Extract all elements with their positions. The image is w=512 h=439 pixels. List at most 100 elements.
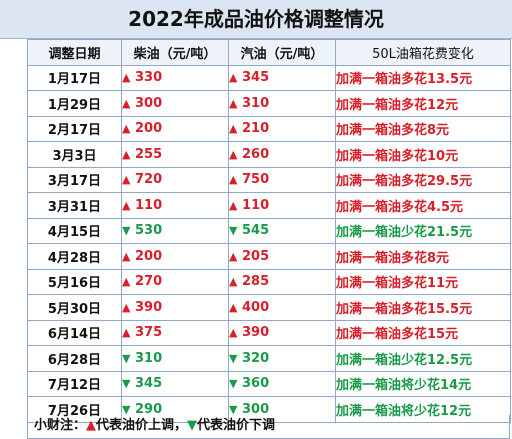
diesel-value: 290 (135, 401, 163, 417)
gasoline-value: 750 (242, 172, 270, 188)
header-row: 调整日期 柴油（元/吨） 汽油（元/吨） 50L油箱花费变化 (27, 39, 511, 66)
gasoline-change-cell: ▲ 390 (228, 319, 336, 346)
gasoline-change-cell: ▼ 360 (228, 370, 336, 397)
up-arrow-icon: ▲ (122, 326, 131, 340)
date-cell: 3月17日 (27, 166, 122, 193)
sheet-title: 2022年成品油价格调整情况 (0, 0, 512, 39)
cost-change-cell: 加满一箱油少花21.5元 (335, 217, 511, 244)
cost-change-cell: 加满一箱油多花15.5元 (335, 294, 511, 321)
up-arrow-icon: ▲ (229, 198, 238, 212)
gasoline-change-cell: ▼ 320 (228, 345, 336, 372)
header-diesel: 柴油（元/吨） (121, 39, 229, 66)
cost-change-cell: 加满一箱油多花29.5元 (335, 166, 511, 193)
table-row: 5月30日 ▲ 390 ▲ 400 加满一箱油多花15.5元 (27, 294, 511, 321)
diesel-change-cell: ▼ 530 (121, 217, 229, 244)
diesel-value: 720 (135, 172, 163, 188)
diesel-change-cell: ▲ 330 (121, 64, 229, 91)
up-arrow-icon: ▲ (229, 71, 238, 85)
diesel-value: 300 (135, 95, 163, 111)
diesel-value: 345 (135, 376, 163, 392)
header-gasoline: 汽油（元/吨） (228, 39, 336, 66)
header-cost: 50L油箱花费变化 (335, 39, 511, 66)
up-arrow-icon: ▲ (229, 326, 238, 340)
gasoline-change-cell: ▲ 750 (228, 166, 336, 193)
diesel-change-cell: ▲ 110 (121, 192, 229, 219)
up-arrow-icon: ▲ (122, 300, 131, 314)
gasoline-change-cell: ▼ 300 (228, 396, 336, 423)
gasoline-change-cell: ▲ 210 (228, 115, 336, 142)
date-cell: 6月28日 (27, 345, 122, 372)
diesel-change-cell: ▼ 290 (121, 396, 229, 423)
table-row: 2月17日 ▲ 200 ▲ 210 加满一箱油多花8元 (27, 115, 511, 142)
cost-change-cell: 加满一箱油多花8元 (335, 243, 511, 270)
diesel-value: 530 (135, 223, 163, 239)
up-arrow-icon: ▲ (122, 71, 131, 85)
footnote-up-text: 代表油价上调， (96, 418, 188, 433)
gasoline-value: 205 (242, 248, 270, 264)
down-arrow-icon: ▼ (229, 351, 238, 365)
cost-change-cell: 加满一箱油少花12.5元 (335, 345, 511, 372)
up-arrow-icon: ▲ (122, 275, 131, 289)
footnote-down-text: 代表油价下调 (197, 418, 276, 433)
table-row: 7月12日 ▼ 345 ▼ 360 加满一箱油将少花14元 (27, 370, 511, 397)
down-arrow-icon: ▼ (122, 402, 131, 416)
diesel-value: 330 (135, 70, 163, 86)
diesel-change-cell: ▲ 200 (121, 243, 229, 270)
date-cell: 3月31日 (27, 192, 122, 219)
gasoline-value: 285 (242, 274, 270, 290)
gasoline-value: 210 (242, 121, 270, 137)
date-cell: 4月28日 (27, 243, 122, 270)
down-arrow-icon: ▼ (122, 377, 131, 391)
diesel-value: 255 (135, 146, 163, 162)
table-row: 3月31日 ▲ 110 ▲ 110 加满一箱油多花4.5元 (27, 192, 511, 219)
up-arrow-icon: ▲ (229, 249, 238, 263)
diesel-change-cell: ▲ 300 (121, 90, 229, 117)
diesel-value: 270 (135, 274, 163, 290)
down-arrow-icon: ▼ (122, 224, 131, 238)
table-row: 3月17日 ▲ 720 ▲ 750 加满一箱油多花29.5元 (27, 166, 511, 193)
diesel-value: 375 (135, 325, 163, 341)
gasoline-value: 310 (242, 95, 270, 111)
table-row: 5月16日 ▲ 270 ▲ 285 加满一箱油多花11元 (27, 268, 511, 295)
up-arrow-icon: ▲ (122, 122, 131, 136)
date-cell: 4月15日 (27, 217, 122, 244)
gasoline-value: 345 (242, 70, 270, 86)
up-arrow-icon: ▲ (122, 173, 131, 187)
down-arrow-icon: ▼ (229, 224, 238, 238)
up-arrow-icon: ▲ (229, 122, 238, 136)
table-row: 4月15日 ▼ 530 ▼ 545 加满一箱油少花21.5元 (27, 217, 511, 244)
up-arrow-icon: ▲ (229, 173, 238, 187)
diesel-value: 110 (135, 197, 163, 213)
date-cell: 1月17日 (27, 64, 122, 91)
up-arrow-icon: ▲ (229, 96, 238, 110)
gasoline-change-cell: ▲ 285 (228, 268, 336, 295)
cost-change-cell: 加满一箱油多花11元 (335, 268, 511, 295)
up-arrow-icon: ▲ (229, 147, 238, 161)
table-row: 1月29日 ▲ 300 ▲ 310 加满一箱油多花12元 (27, 90, 511, 117)
diesel-change-cell: ▲ 200 (121, 115, 229, 142)
gasoline-value: 300 (242, 401, 270, 417)
gasoline-change-cell: ▲ 110 (228, 192, 336, 219)
date-cell: 7月12日 (27, 370, 122, 397)
gasoline-change-cell: ▲ 400 (228, 294, 336, 321)
gasoline-value: 260 (242, 146, 270, 162)
gasoline-value: 400 (242, 299, 270, 315)
cost-change-cell: 加满一箱油多花15元 (335, 319, 511, 346)
down-arrow-icon: ▼ (229, 377, 238, 391)
header-date: 调整日期 (27, 39, 122, 66)
table-body: 1月17日 ▲ 330 ▲ 345 加满一箱油多花13.5元 1月29日 ▲ 300 ▲ 310 加满… (27, 64, 511, 423)
gasoline-change-cell: ▲ 310 (228, 90, 336, 117)
date-cell: 2月17日 (27, 115, 122, 142)
cost-change-cell: 加满一箱油将少花14元 (335, 370, 511, 397)
date-cell: 1月29日 (27, 90, 122, 117)
diesel-value: 200 (135, 121, 163, 137)
up-arrow-icon: ▲ (122, 96, 131, 110)
up-arrow-icon: ▲ (229, 300, 238, 314)
gasoline-value: 320 (242, 350, 270, 366)
gasoline-value: 110 (242, 197, 270, 213)
date-cell: 5月16日 (27, 268, 122, 295)
down-arrow-icon: ▼ (187, 418, 198, 433)
gasoline-value: 545 (242, 223, 270, 239)
gasoline-change-cell: ▲ 205 (228, 243, 336, 270)
